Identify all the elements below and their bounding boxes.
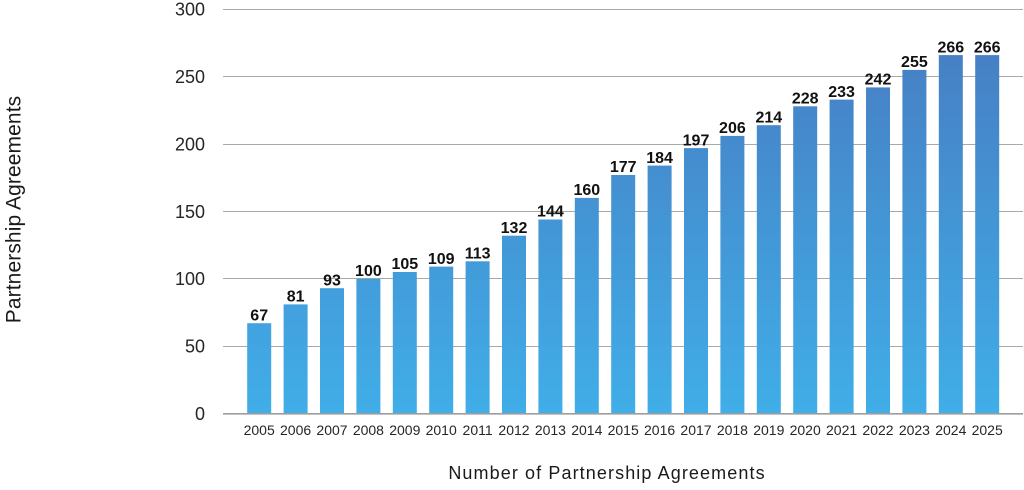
- svg-text:177: 177: [610, 159, 637, 176]
- svg-text:2023: 2023: [899, 422, 930, 438]
- svg-text:132: 132: [501, 220, 528, 237]
- svg-text:266: 266: [937, 39, 964, 56]
- svg-text:2010: 2010: [426, 422, 457, 438]
- svg-text:255: 255: [901, 54, 928, 71]
- svg-text:214: 214: [755, 109, 782, 126]
- svg-text:100: 100: [355, 263, 382, 280]
- svg-text:109: 109: [428, 251, 455, 268]
- svg-text:2013: 2013: [535, 422, 566, 438]
- svg-text:2019: 2019: [753, 422, 784, 438]
- svg-text:100: 100: [175, 269, 205, 289]
- svg-text:2014: 2014: [571, 422, 602, 438]
- svg-text:2007: 2007: [316, 422, 347, 438]
- svg-text:2022: 2022: [862, 422, 893, 438]
- svg-text:67: 67: [250, 307, 268, 324]
- svg-text:113: 113: [465, 246, 491, 263]
- svg-text:0: 0: [195, 404, 205, 424]
- svg-text:144: 144: [537, 204, 564, 221]
- svg-text:2020: 2020: [790, 422, 821, 438]
- svg-text:2005: 2005: [244, 422, 275, 438]
- svg-text:81: 81: [287, 289, 305, 306]
- svg-text:2008: 2008: [353, 422, 384, 438]
- svg-text:206: 206: [719, 120, 746, 137]
- svg-text:184: 184: [646, 150, 673, 167]
- svg-text:Partnership Agreements: Partnership Agreements: [2, 96, 25, 324]
- svg-text:200: 200: [175, 134, 205, 154]
- svg-text:197: 197: [683, 132, 710, 149]
- svg-text:2015: 2015: [608, 422, 639, 438]
- svg-text:Number of Partnership Agreemen: Number of Partnership Agreements: [448, 463, 765, 483]
- svg-text:2024: 2024: [935, 422, 966, 438]
- svg-text:2011: 2011: [463, 422, 493, 438]
- svg-text:2016: 2016: [644, 422, 675, 438]
- svg-text:2018: 2018: [717, 422, 748, 438]
- svg-text:266: 266: [974, 39, 1001, 56]
- svg-text:2021: 2021: [826, 422, 857, 438]
- svg-text:228: 228: [792, 91, 819, 108]
- svg-text:150: 150: [175, 202, 205, 222]
- svg-text:2006: 2006: [280, 422, 311, 438]
- svg-text:300: 300: [175, 0, 205, 20]
- svg-text:93: 93: [323, 272, 341, 289]
- svg-text:105: 105: [391, 256, 418, 273]
- svg-text:50: 50: [185, 337, 205, 357]
- svg-text:160: 160: [573, 182, 600, 199]
- svg-text:250: 250: [175, 67, 205, 87]
- svg-text:2025: 2025: [972, 422, 1003, 438]
- svg-text:2009: 2009: [389, 422, 420, 438]
- svg-text:242: 242: [865, 72, 892, 89]
- svg-text:2012: 2012: [498, 422, 529, 438]
- svg-text:2017: 2017: [680, 422, 711, 438]
- svg-text:233: 233: [828, 84, 855, 101]
